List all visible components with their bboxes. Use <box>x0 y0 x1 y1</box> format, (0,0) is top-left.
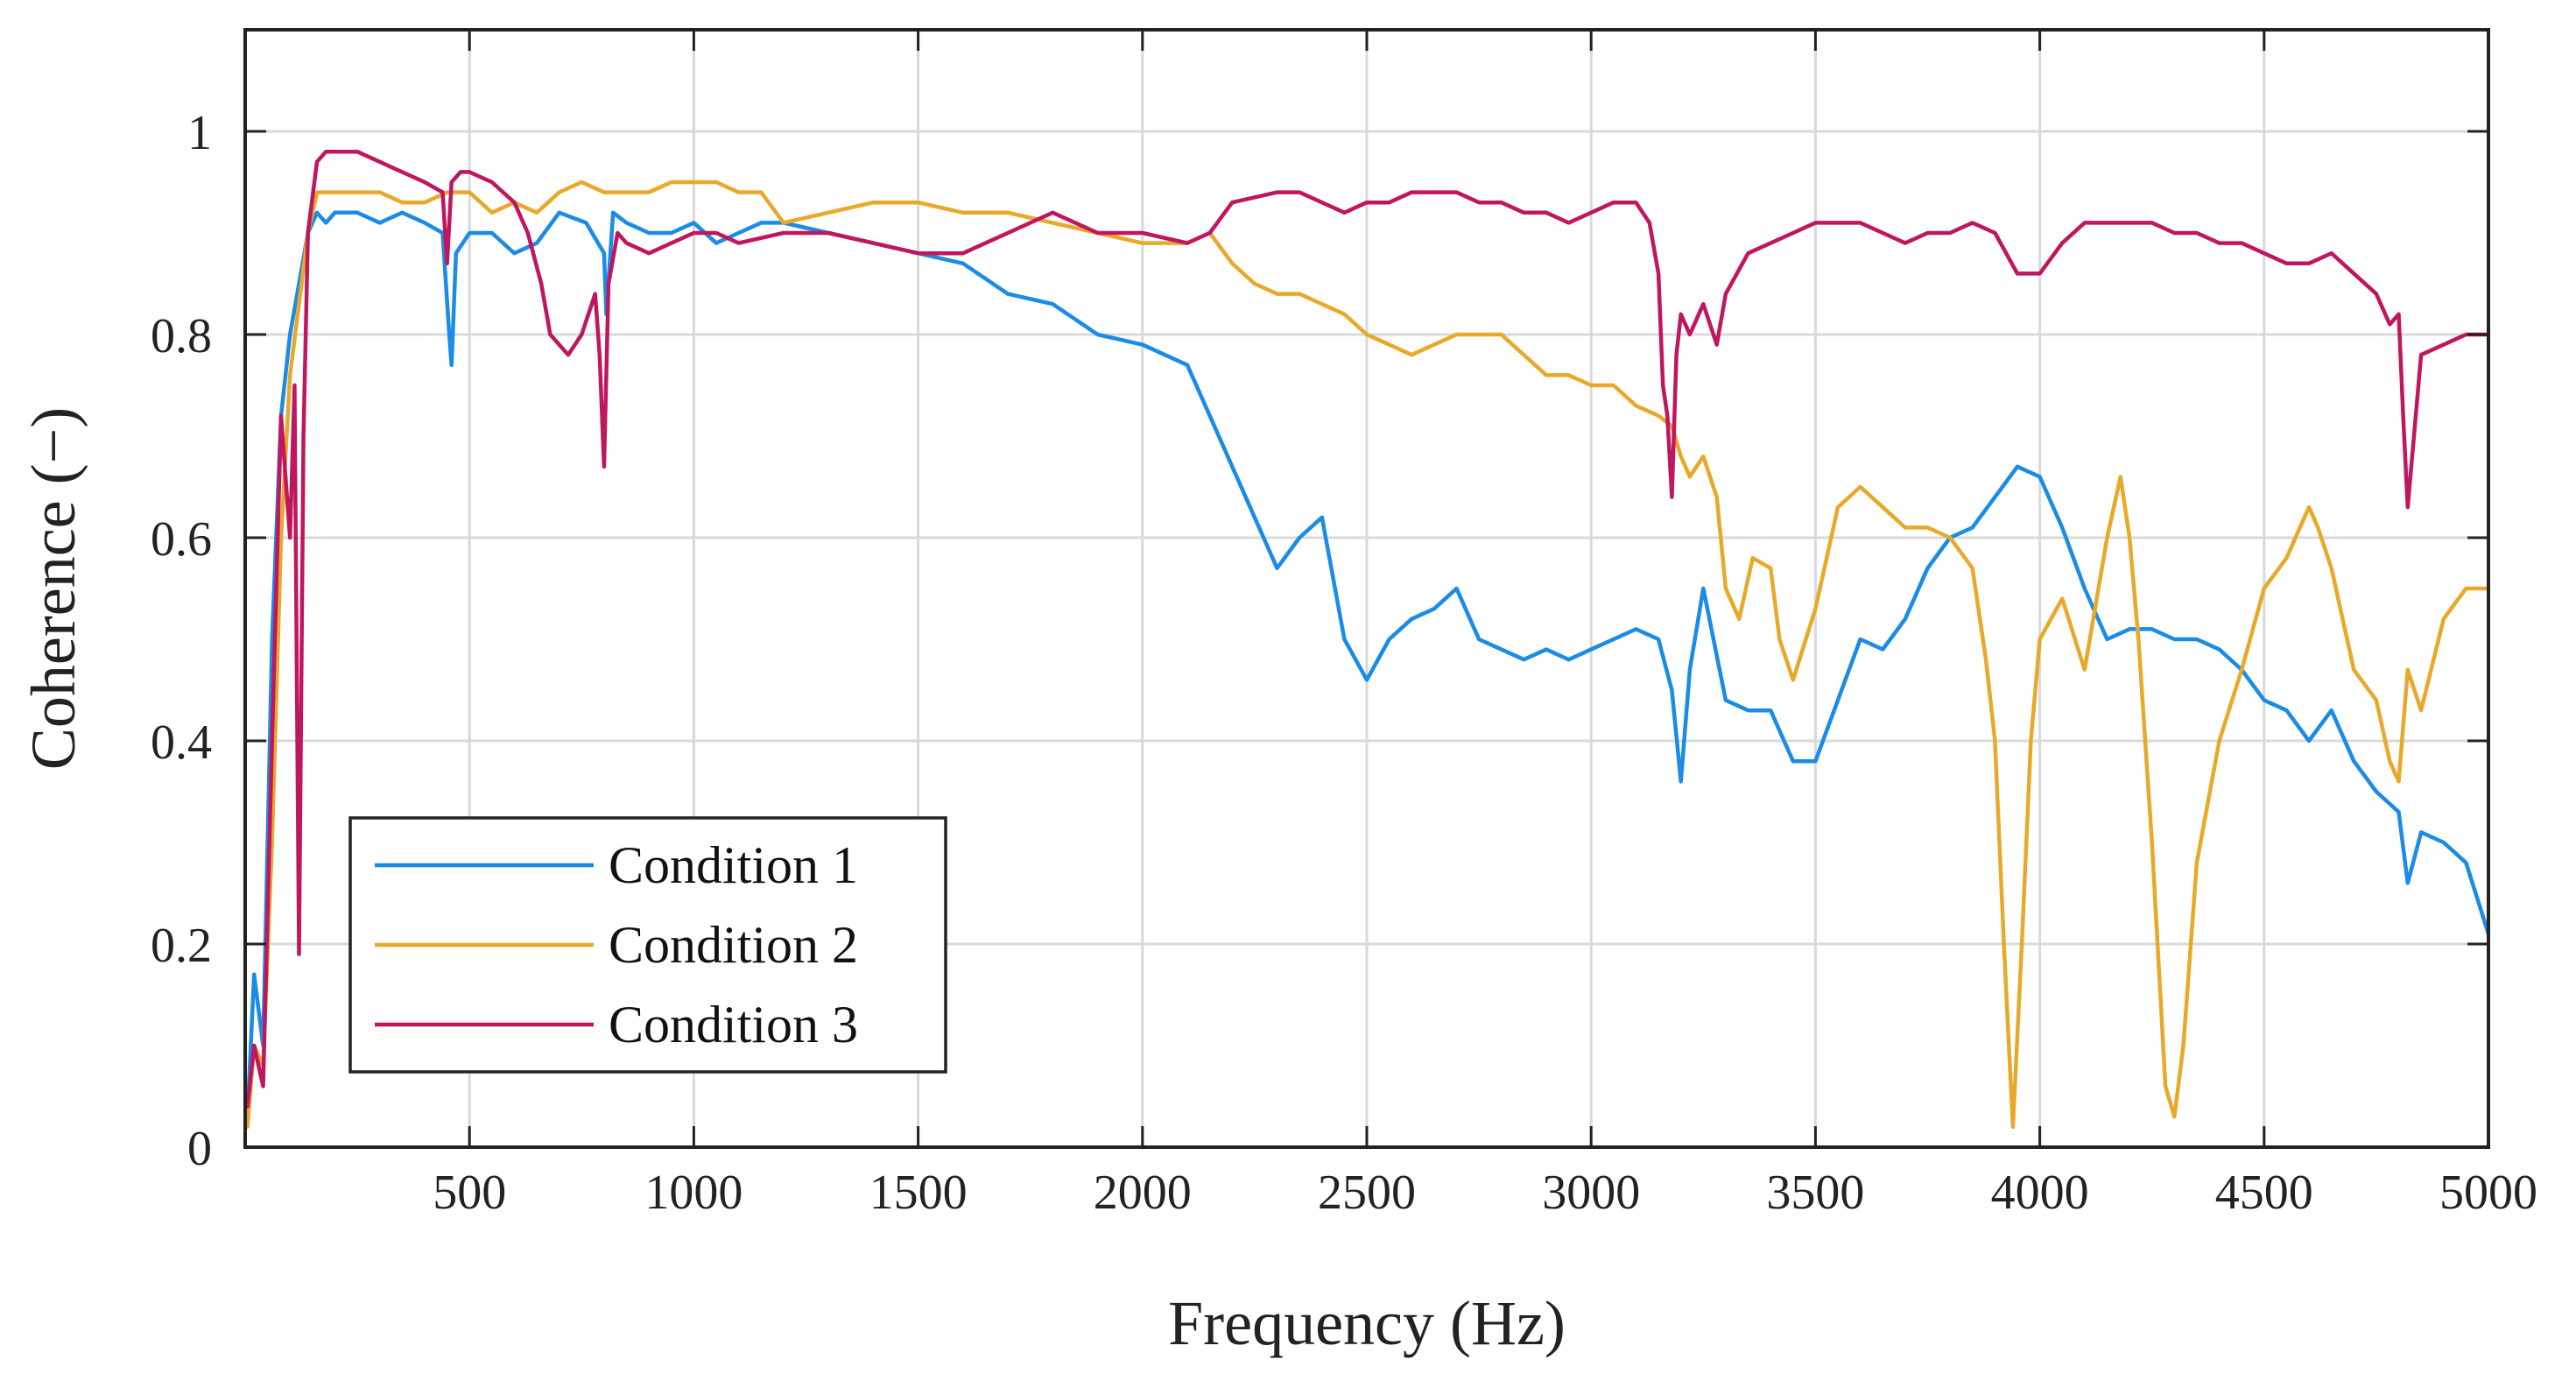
axis-ticks: 500 1000 1500 2000 2500 3000 3500 4000 4500 5000 0… <box>151 30 2537 1220</box>
x-tick-label: 2000 <box>1094 1166 1192 1220</box>
x-tick-label: 2500 <box>1318 1166 1416 1220</box>
x-tick-label: 1500 <box>869 1166 968 1220</box>
x-tick-label: 5000 <box>2439 1166 2537 1220</box>
series-line-condition-2 <box>245 180 2491 1130</box>
x-tick-label: 4500 <box>2215 1166 2313 1220</box>
x-tick-label: 1000 <box>644 1166 743 1220</box>
series-line-condition-3 <box>245 149 2491 1109</box>
y-tick-label: 0.8 <box>151 309 212 363</box>
x-tick-label: 3000 <box>1542 1166 1640 1220</box>
legend-label-condition-1: Condition 1 <box>609 836 858 894</box>
y-tick-label: 0 <box>187 1122 212 1176</box>
x-tick-label: 500 <box>433 1166 506 1220</box>
y-tick-label: 0.2 <box>151 919 212 973</box>
y-tick-label: 1 <box>187 106 212 160</box>
plot-lines <box>245 149 2491 1130</box>
y-axis-title: Coherence (−) <box>18 407 88 770</box>
series-line-condition-1 <box>245 210 2491 1119</box>
legend-label-condition-2: Condition 2 <box>609 916 858 974</box>
y-tick-label: 0.4 <box>151 715 212 770</box>
y-tick-label: 0.6 <box>151 512 212 567</box>
legend: Condition 1 Condition 2 Condition 3 <box>348 816 947 1074</box>
x-tick-label: 4000 <box>1991 1166 2089 1220</box>
x-tick-label: 3500 <box>1766 1166 1864 1220</box>
legend-label-condition-3: Condition 3 <box>609 996 858 1053</box>
x-axis-title: Frequency (Hz) <box>1168 1288 1566 1358</box>
